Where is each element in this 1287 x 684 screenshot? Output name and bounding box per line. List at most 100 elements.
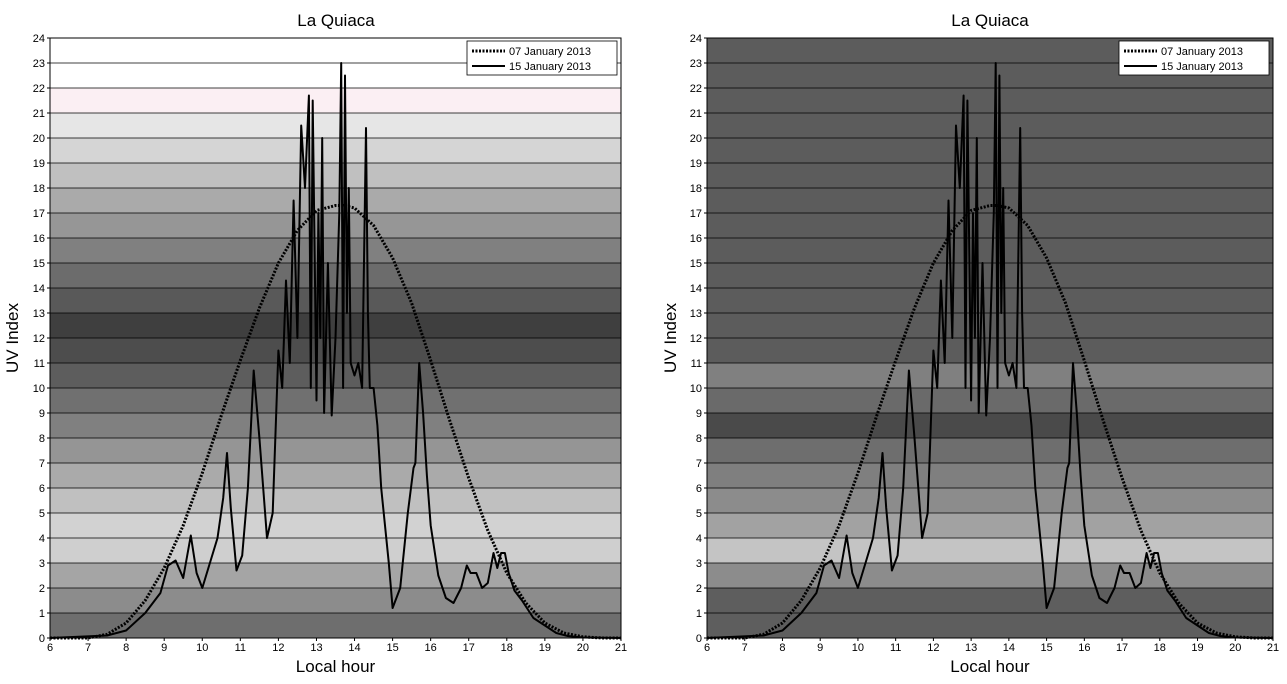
uv-band xyxy=(707,538,1273,563)
x-tick-label: 9 xyxy=(161,642,167,654)
y-tick-label: 16 xyxy=(690,233,702,245)
uv-band xyxy=(50,113,621,138)
y-tick-label: 8 xyxy=(39,433,45,445)
y-tick-label: 0 xyxy=(39,633,45,645)
y-tick-label: 15 xyxy=(690,258,702,270)
y-tick-label: 18 xyxy=(33,183,45,195)
y-tick-label: 22 xyxy=(690,83,702,95)
y-tick-label: 9 xyxy=(39,408,45,420)
uv-band xyxy=(50,463,621,488)
chart-panel-2: 0123456789101112131415161718192021222324… xyxy=(661,11,1279,676)
x-tick-label: 15 xyxy=(386,642,398,654)
uv-band xyxy=(50,563,621,588)
x-tick-label: 10 xyxy=(852,642,864,654)
uv-band xyxy=(50,438,621,463)
uv-band xyxy=(50,388,621,413)
x-tick-label: 17 xyxy=(463,642,475,654)
y-tick-label: 5 xyxy=(39,508,45,520)
x-tick-label: 16 xyxy=(425,642,437,654)
x-tick-label: 19 xyxy=(1191,642,1203,654)
y-tick-label: 10 xyxy=(690,383,702,395)
uv-band xyxy=(707,488,1273,513)
y-tick-label: 1 xyxy=(39,608,45,620)
y-tick-label: 10 xyxy=(33,383,45,395)
y-axis-label: UV Index xyxy=(661,303,680,373)
legend-label: 15 January 2013 xyxy=(509,61,591,73)
y-tick-label: 5 xyxy=(696,508,702,520)
x-tick-label: 7 xyxy=(85,642,91,654)
x-tick-label: 6 xyxy=(704,642,710,654)
uv-band xyxy=(50,488,621,513)
uv-band xyxy=(50,88,621,113)
legend-label: 15 January 2013 xyxy=(1161,61,1243,73)
y-axis-label: UV Index xyxy=(3,303,22,373)
chart-panel-1: 0123456789101112131415161718192021222324… xyxy=(3,11,627,676)
y-tick-label: 12 xyxy=(33,333,45,345)
series-line-dotted xyxy=(50,204,621,640)
y-tick-label: 15 xyxy=(33,258,45,270)
y-tick-label: 9 xyxy=(696,408,702,420)
x-tick-label: 18 xyxy=(501,642,513,654)
y-tick-label: 23 xyxy=(690,58,702,70)
series-line-solid xyxy=(49,62,622,639)
chart-title: La Quiaca xyxy=(951,11,1029,30)
uv-band xyxy=(50,238,621,263)
y-tick-label: 0 xyxy=(696,633,702,645)
x-tick-label: 20 xyxy=(1229,642,1241,654)
y-tick-label: 14 xyxy=(690,283,702,295)
y-tick-label: 2 xyxy=(39,583,45,595)
x-tick-label: 21 xyxy=(615,642,627,654)
uv-band xyxy=(50,188,621,213)
series-line-dotted xyxy=(707,204,1273,640)
uv-band xyxy=(707,463,1273,488)
uv-band xyxy=(50,613,621,638)
uv-band xyxy=(707,438,1273,463)
x-tick-label: 16 xyxy=(1078,642,1090,654)
x-tick-label: 12 xyxy=(272,642,284,654)
y-tick-label: 24 xyxy=(33,33,45,45)
x-tick-label: 13 xyxy=(965,642,977,654)
uv-band xyxy=(50,263,621,288)
uv-band xyxy=(707,388,1273,413)
legend: 07 January 2013 15 January 2013 xyxy=(466,40,618,76)
y-tick-label: 2 xyxy=(696,583,702,595)
y-tick-label: 24 xyxy=(690,33,702,45)
y-tick-label: 7 xyxy=(696,458,702,470)
x-tick-label: 21 xyxy=(1267,642,1279,654)
uv-band xyxy=(50,588,621,613)
uv-band xyxy=(50,513,621,538)
y-tick-label: 8 xyxy=(696,433,702,445)
y-tick-label: 18 xyxy=(690,183,702,195)
x-tick-label: 8 xyxy=(779,642,785,654)
y-tick-label: 21 xyxy=(690,108,702,120)
y-tick-label: 14 xyxy=(33,283,45,295)
chart-title: La Quiaca xyxy=(297,11,375,30)
series-line-solid xyxy=(706,62,1274,639)
x-tick-label: 18 xyxy=(1154,642,1166,654)
y-tick-label: 20 xyxy=(33,133,45,145)
x-tick-label: 13 xyxy=(310,642,322,654)
uv-band xyxy=(50,413,621,438)
legend-box xyxy=(466,40,618,76)
y-tick-label: 6 xyxy=(696,483,702,495)
y-tick-label: 13 xyxy=(690,308,702,320)
y-tick-label: 11 xyxy=(34,358,45,370)
y-tick-label: 3 xyxy=(696,558,702,570)
x-tick-label: 12 xyxy=(927,642,939,654)
legend-box xyxy=(1118,40,1270,76)
uv-band xyxy=(50,538,621,563)
x-tick-label: 14 xyxy=(348,642,360,654)
y-tick-label: 19 xyxy=(33,158,45,170)
uv-band xyxy=(707,513,1273,538)
uv-band xyxy=(50,363,621,388)
y-tick-label: 20 xyxy=(690,133,702,145)
uv-band xyxy=(50,213,621,238)
y-tick-label: 22 xyxy=(33,83,45,95)
uv-band xyxy=(707,363,1273,388)
y-tick-label: 3 xyxy=(39,558,45,570)
y-tick-label: 17 xyxy=(690,208,702,220)
x-tick-label: 19 xyxy=(539,642,551,654)
x-tick-label: 11 xyxy=(890,642,901,654)
y-tick-label: 11 xyxy=(691,358,702,370)
